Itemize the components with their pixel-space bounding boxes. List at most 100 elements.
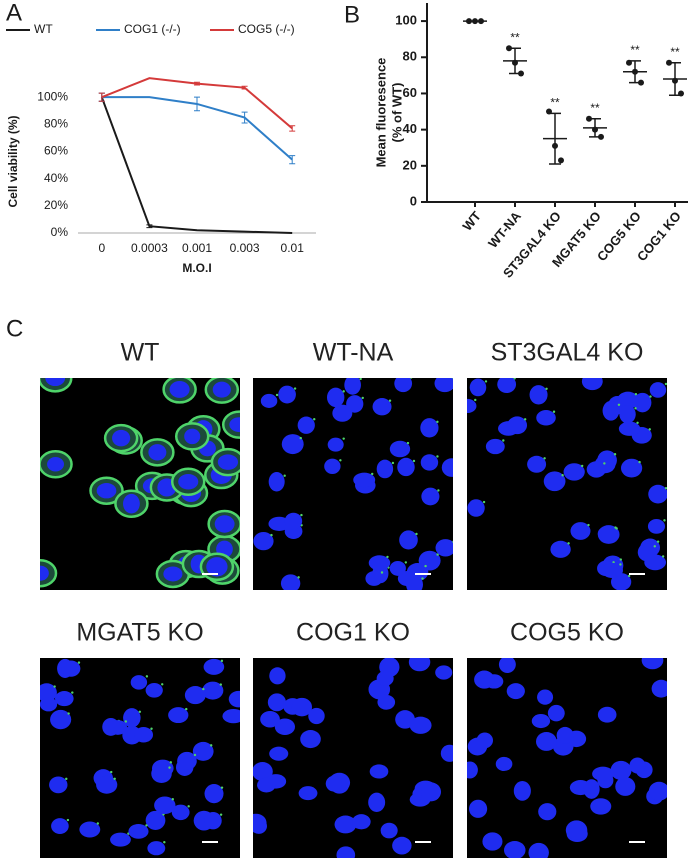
speckle — [220, 659, 224, 663]
speckle — [552, 410, 556, 413]
speckle — [634, 392, 638, 396]
speckle — [361, 396, 364, 400]
speckle — [649, 395, 652, 398]
speckle — [77, 661, 81, 664]
nucleus — [485, 438, 505, 455]
micrograph-title: COG1 KO — [296, 619, 410, 647]
nucleus — [527, 455, 547, 473]
speckle — [187, 805, 190, 808]
speckle — [124, 720, 128, 723]
error-bar — [241, 111, 248, 124]
nucleus — [147, 841, 166, 856]
nucleus — [291, 697, 313, 717]
nucleus — [651, 679, 667, 698]
nucleus — [610, 573, 632, 590]
nucleus — [352, 814, 371, 830]
speckle — [380, 571, 384, 574]
speckle — [561, 474, 564, 477]
speckle — [424, 564, 427, 568]
nucleus — [590, 798, 612, 815]
x-tick-label: 0.01 — [281, 241, 305, 255]
legend-label: COG1 (-/-) — [124, 22, 181, 36]
nucleus — [610, 760, 632, 781]
speckle — [482, 500, 486, 504]
nucleus — [495, 756, 513, 772]
nucleus — [145, 810, 166, 830]
nucleus — [253, 813, 267, 833]
series-line — [100, 96, 293, 234]
micrograph — [253, 378, 453, 590]
y-tick-label: 80 — [403, 49, 417, 64]
speckle — [636, 421, 639, 424]
x-tick-label: WT-NA — [485, 208, 524, 251]
nucleus — [644, 554, 667, 571]
nucleus — [368, 792, 386, 813]
nucleus — [469, 378, 487, 397]
nucleus — [597, 526, 618, 541]
error-bar — [289, 155, 296, 165]
speckle — [545, 387, 548, 390]
nucleus — [435, 665, 453, 680]
micrograph-title: ST3GAL4 KO — [491, 339, 644, 367]
nucleus — [332, 404, 353, 422]
y-tick-label: 0% — [51, 225, 69, 239]
nucleus — [278, 385, 296, 404]
speckle — [664, 486, 667, 490]
speckle — [161, 683, 164, 686]
speckle — [567, 542, 570, 545]
y-tick-label: 20% — [44, 198, 68, 212]
nucleus — [163, 566, 183, 582]
speckle — [185, 707, 188, 711]
nucleus — [617, 391, 639, 409]
speckle — [96, 822, 100, 825]
nucleus — [474, 670, 495, 689]
nucleus — [212, 381, 231, 398]
speckle — [653, 545, 656, 548]
nucleus — [346, 395, 364, 413]
nucleus — [372, 398, 392, 416]
speckle — [599, 374, 601, 376]
nucleus — [581, 378, 603, 391]
nucleus — [563, 463, 585, 481]
micrograph — [467, 658, 667, 858]
speckle — [587, 523, 590, 527]
nucleus — [529, 385, 548, 405]
nucleus — [268, 516, 290, 531]
nucleus — [108, 720, 128, 735]
nucleus — [570, 522, 591, 540]
nucleus — [467, 737, 488, 756]
nucleus — [171, 804, 190, 821]
nucleus — [547, 704, 565, 722]
x-tick-label: 0 — [98, 241, 105, 255]
nucleus — [284, 512, 303, 530]
speckle — [202, 687, 205, 691]
nucleus — [54, 690, 74, 707]
nucleus — [353, 472, 376, 488]
nucleus — [214, 515, 235, 533]
nucleus — [217, 454, 239, 470]
speckle — [617, 403, 621, 406]
speckle — [603, 462, 606, 465]
nucleus — [497, 378, 517, 393]
significance-label: ** — [670, 45, 680, 59]
panel-label: B — [344, 1, 360, 28]
nucleus — [409, 716, 432, 734]
speckle — [168, 766, 171, 769]
nucleus — [297, 416, 315, 434]
nucleus — [565, 820, 588, 840]
speckle — [437, 489, 440, 492]
error-bar — [194, 81, 200, 86]
nucleus — [267, 693, 286, 712]
speckle — [313, 418, 316, 421]
panel-label: C — [6, 315, 23, 342]
nucleus — [169, 381, 190, 398]
speckle — [209, 744, 213, 747]
y-tick-label: 0 — [410, 193, 417, 208]
nucleus — [550, 540, 571, 558]
speckle — [661, 555, 665, 558]
x-tick-label: 0.003 — [230, 241, 260, 255]
nucleus — [392, 836, 412, 855]
nucleus — [192, 741, 214, 761]
nucleus — [641, 658, 664, 670]
error-bar — [194, 96, 200, 112]
